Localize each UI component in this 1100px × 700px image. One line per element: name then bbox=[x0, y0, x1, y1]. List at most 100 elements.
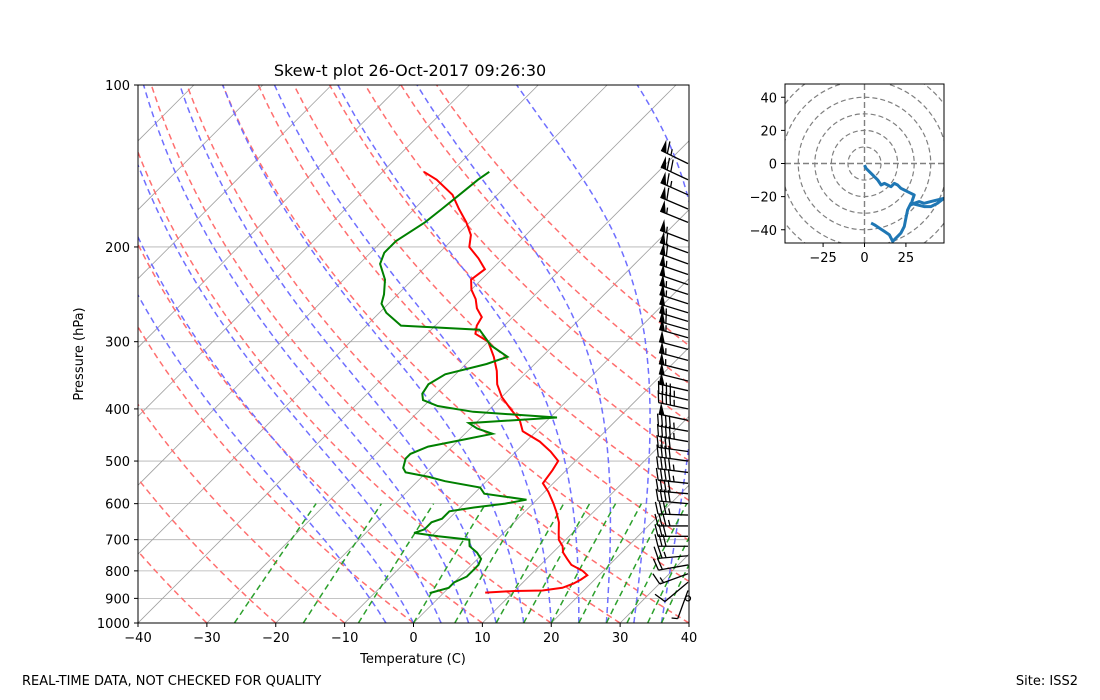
barb-half-feather bbox=[663, 551, 667, 558]
barb-feather bbox=[664, 457, 667, 470]
barb-feather bbox=[655, 467, 659, 481]
dry-adiabat-line bbox=[328, 85, 689, 462]
barb-feather bbox=[652, 573, 661, 585]
wind-barb bbox=[654, 501, 689, 516]
wind-barbs bbox=[652, 139, 692, 620]
y-tick-label: 800 bbox=[105, 565, 130, 580]
barb-staff bbox=[658, 446, 689, 453]
wind-barb bbox=[658, 329, 689, 350]
dry-adiabat-line bbox=[150, 85, 621, 623]
barb-feather bbox=[667, 457, 671, 471]
isotherm-line bbox=[0, 85, 56, 623]
wind-barb bbox=[658, 372, 689, 392]
wind-barb bbox=[659, 253, 689, 276]
mixing-ratio-line bbox=[233, 503, 317, 623]
barb-feather bbox=[663, 468, 667, 482]
barb-staff bbox=[658, 402, 689, 410]
wind-barb bbox=[659, 283, 689, 305]
isotherm-line bbox=[344, 278, 689, 623]
skewt-chart: −40 −30 −20 −10 0 10 20 30 40 1000 900 800 700 600 500… bbox=[0, 61, 697, 667]
wind-barb bbox=[655, 478, 689, 495]
barb-half-feather bbox=[670, 180, 673, 188]
y-tick-label: 200 bbox=[105, 241, 130, 256]
wind-barb bbox=[660, 139, 689, 165]
dry-adiabat-line bbox=[186, 85, 689, 623]
wind-barb bbox=[671, 590, 689, 620]
barb-flag bbox=[659, 231, 666, 245]
barb-half-feather bbox=[672, 475, 675, 482]
wind-barb bbox=[654, 513, 688, 527]
barb-staff bbox=[658, 363, 689, 372]
dry-adiabat-line bbox=[293, 85, 689, 502]
barb-feather bbox=[667, 479, 671, 493]
moist-adiabat-line bbox=[138, 163, 442, 623]
wind-barb bbox=[659, 199, 689, 223]
wind-barb bbox=[659, 292, 689, 314]
barb-half-feather bbox=[670, 149, 673, 156]
isotherm-line bbox=[138, 85, 264, 211]
dry-adiabat-line bbox=[400, 85, 689, 385]
barb-feather bbox=[654, 501, 659, 515]
dry-adiabat-line bbox=[435, 85, 689, 347]
hodograph-ring bbox=[847, 146, 882, 181]
y-tick-label: 500 bbox=[105, 455, 130, 470]
barb-feather bbox=[656, 413, 660, 427]
barb-flag bbox=[659, 329, 665, 344]
barb-staff bbox=[659, 252, 689, 265]
mixing-ratio-line bbox=[412, 503, 487, 623]
barb-staff bbox=[658, 555, 689, 560]
wind-barb bbox=[658, 317, 689, 339]
wind-barb bbox=[658, 352, 689, 372]
mixing-ratio-line bbox=[454, 503, 526, 623]
barb-staff bbox=[664, 581, 689, 603]
barb-feather bbox=[654, 513, 659, 527]
barb-feather bbox=[666, 173, 670, 186]
barb-flag bbox=[659, 283, 666, 297]
barb-feather bbox=[658, 501, 663, 515]
dry-adiabat-line bbox=[364, 85, 689, 423]
barb-half-feather bbox=[665, 226, 668, 233]
dry-adiabat-line bbox=[221, 85, 689, 583]
barb-half-feather bbox=[659, 577, 665, 584]
wind-barb bbox=[659, 219, 689, 242]
barb-flag bbox=[659, 242, 666, 256]
x-tick-label: 30 bbox=[612, 631, 629, 646]
hodo-y-tick-label: 40 bbox=[760, 91, 777, 106]
barb-feather bbox=[656, 423, 660, 437]
skewt-ticks: −40 −30 −20 −10 0 10 20 30 40 1000 900 800 700 600 500… bbox=[97, 79, 697, 646]
wind-barb bbox=[660, 171, 689, 196]
barb-staff bbox=[659, 311, 689, 322]
y-tick-label: 700 bbox=[105, 534, 130, 549]
barb-feather bbox=[656, 444, 659, 457]
barb-half-feather bbox=[667, 519, 671, 527]
wind-barb bbox=[656, 413, 689, 432]
dry-adiabat-line bbox=[138, 242, 483, 623]
temperature-profile bbox=[423, 170, 589, 594]
x-tick-label: 40 bbox=[681, 631, 698, 646]
dry-adiabat-line bbox=[138, 403, 346, 623]
dry-adiabat-line bbox=[257, 85, 689, 542]
barb-staff bbox=[657, 513, 689, 516]
barb-feather bbox=[665, 232, 669, 245]
quality-disclaimer: REAL-TIME DATA, NOT CHECKED FOR QUALITY bbox=[22, 674, 322, 689]
dry-adiabat-line bbox=[138, 150, 552, 623]
barb-feather bbox=[657, 546, 663, 559]
barb-staff bbox=[658, 435, 689, 443]
wind-barb bbox=[653, 546, 689, 560]
barb-staff bbox=[658, 383, 689, 392]
barb-half-feather bbox=[666, 207, 669, 214]
dry-adiabat-line bbox=[138, 325, 414, 623]
barb-flag bbox=[659, 219, 666, 233]
wind-barb bbox=[658, 402, 689, 421]
barb-feather bbox=[664, 414, 667, 428]
x-tick-label: 20 bbox=[543, 631, 560, 646]
y-tick-label: 400 bbox=[105, 403, 130, 418]
barb-feather bbox=[654, 593, 666, 603]
x-tick-label: −10 bbox=[331, 631, 358, 646]
hodograph-trace bbox=[863, 164, 944, 243]
isotherm-line bbox=[138, 85, 401, 349]
barb-feather bbox=[658, 513, 663, 527]
hodo-y-tick-label: −20 bbox=[750, 191, 777, 206]
barb-flag bbox=[658, 352, 665, 366]
